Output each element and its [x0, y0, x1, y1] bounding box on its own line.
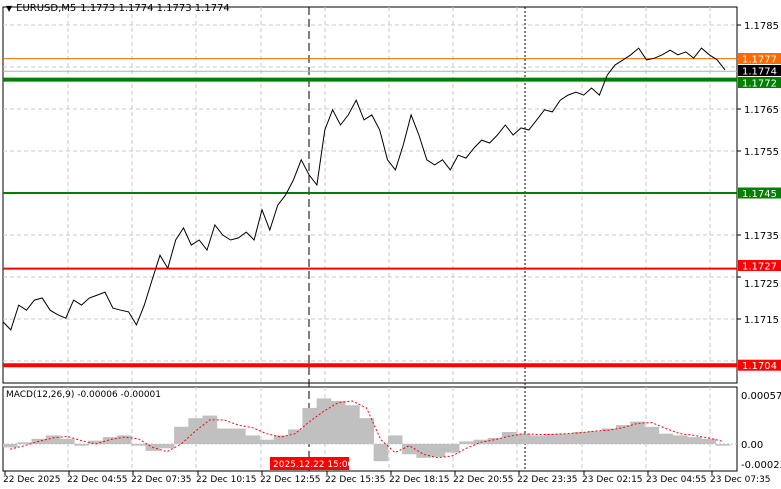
- macd-histogram-bar: [245, 435, 260, 444]
- x-tick-label: 22 Dec 20:55: [453, 475, 514, 485]
- macd-histogram-bar: [45, 435, 61, 444]
- macd-histogram-bar: [273, 435, 289, 444]
- x-tick-label: 23 Dec 07:35: [710, 475, 771, 485]
- x-tick-label: 22 Dec 12:55: [260, 475, 321, 485]
- current-price-label: 1.1774: [742, 67, 777, 78]
- macd-histogram-bar: [259, 439, 275, 444]
- x-tick-label: 23 Dec 02:15: [582, 475, 643, 485]
- level-label-bg: [738, 260, 781, 271]
- macd-histogram-bar: [3, 444, 18, 448]
- y-tick-label: 1.1725: [744, 279, 779, 290]
- price-series-line: [2, 47, 726, 331]
- macd-histogram-bar: [516, 433, 531, 444]
- macd-pane: [2, 386, 738, 472]
- macd-histogram-bar: [687, 437, 702, 444]
- level-label: 1.1745: [742, 189, 777, 200]
- macd-histogram-bar: [88, 440, 104, 444]
- level-label: 1.1727: [742, 262, 777, 273]
- x-tick-label: 22 Dec 23:35: [517, 475, 578, 485]
- macd-histogram-bar: [487, 438, 503, 444]
- macd-histogram-bar: [74, 444, 89, 446]
- macd-y-tick-label: -0.00023: [741, 460, 781, 471]
- x-tick-label: 22 Dec 10:15: [196, 475, 257, 485]
- x-tick-label: 22 Dec 07:35: [131, 475, 192, 485]
- current-price-label-bg: [738, 65, 781, 76]
- macd-histogram-bar: [288, 429, 303, 444]
- macd-histogram-bar: [501, 432, 517, 444]
- macd-histogram-bar: [558, 433, 574, 444]
- chart-header: ▼ EURUSD,M5 1.1773 1.1774 1.1773 1.1774: [6, 3, 230, 14]
- macd-histogram-bar: [601, 428, 617, 444]
- level-label: 1.1704: [742, 361, 777, 372]
- macd-histogram-bar: [231, 428, 246, 444]
- y-tick-label: 1.1755: [744, 147, 779, 158]
- level-label-bg: [738, 77, 781, 88]
- macd-y-tick-label: 0.00057: [741, 391, 781, 402]
- macd-histogram-bar: [17, 442, 32, 444]
- y-tick-label: 1.1715: [744, 315, 779, 326]
- price-pane: [2, 6, 738, 384]
- y-tick-label: 1.1765: [744, 105, 779, 116]
- y-tick-label: 1.1735: [744, 231, 779, 242]
- y-tick-label: 1.1785: [744, 21, 779, 32]
- macd-histogram-bar: [359, 418, 374, 444]
- macd-histogram-bar: [715, 444, 731, 446]
- macd-histogram-bar: [216, 428, 232, 444]
- macd-histogram-bar: [60, 438, 75, 444]
- ohlc-values: 1.1773 1.1774 1.1773 1.1774: [80, 3, 230, 14]
- macd-histogram-bar: [658, 433, 674, 444]
- x-tick-label: 22 Dec 18:15: [389, 475, 450, 485]
- macd-histogram-bar: [630, 421, 645, 444]
- macd-histogram-bar: [131, 444, 146, 446]
- macd-signal-line: [9, 400, 724, 459]
- level-label-bg: [738, 187, 781, 199]
- macd-histogram-bar: [544, 433, 560, 444]
- macd-histogram-bar: [330, 401, 346, 444]
- macd-histogram-bar: [188, 418, 203, 444]
- macd-histogram-bar: [102, 437, 118, 444]
- macd-y-tick-label: 0.00: [741, 440, 763, 451]
- macd-histogram-bar: [117, 435, 132, 444]
- macd-histogram-bar: [159, 444, 175, 449]
- level-label: 1.1777: [742, 55, 777, 66]
- symbol-label: EURUSD,M5: [16, 3, 77, 14]
- macd-histogram-bar: [459, 441, 474, 444]
- macd-histogram-bar: [701, 438, 717, 444]
- macd-histogram-bar: [587, 431, 603, 444]
- macd-histogram-bar: [616, 425, 631, 444]
- macd-histogram-bar: [174, 426, 189, 444]
- macd-histogram-bar: [373, 444, 389, 462]
- level-label: 1.1772: [742, 79, 777, 90]
- x-tick-label: 22 Dec 15:35: [325, 475, 386, 485]
- macd-histogram-bar: [387, 435, 403, 444]
- macd-histogram-bar: [430, 444, 446, 457]
- x-tick-label: 22 Dec 04:55: [67, 475, 128, 485]
- x-tick-label: 22 Dec 2025: [3, 475, 61, 485]
- macd-histogram-bar: [444, 444, 460, 453]
- macd-histogram-bar: [302, 407, 317, 444]
- macd-histogram-bar: [416, 444, 431, 458]
- macd-histogram-bar: [530, 435, 545, 444]
- level-label-bg: [738, 53, 781, 64]
- crosshair-time-label: 2025.12.22 15:00: [273, 460, 354, 470]
- macd-label: MACD(12,26,9) -0.00006 -0.00001: [6, 390, 162, 400]
- triangle-down-icon[interactable]: ▼: [6, 4, 13, 13]
- level-label-bg: [738, 359, 781, 371]
- crosshair-time-bg: [270, 457, 349, 470]
- macd-histogram-bar: [316, 398, 332, 444]
- macd-histogram-bar: [345, 405, 360, 444]
- x-tick-label: 23 Dec 04:55: [646, 475, 707, 485]
- macd-histogram-bar: [644, 426, 660, 444]
- macd-histogram-bar: [573, 432, 588, 444]
- macd-histogram-bar: [673, 435, 688, 444]
- macd-histogram-bar: [402, 444, 417, 455]
